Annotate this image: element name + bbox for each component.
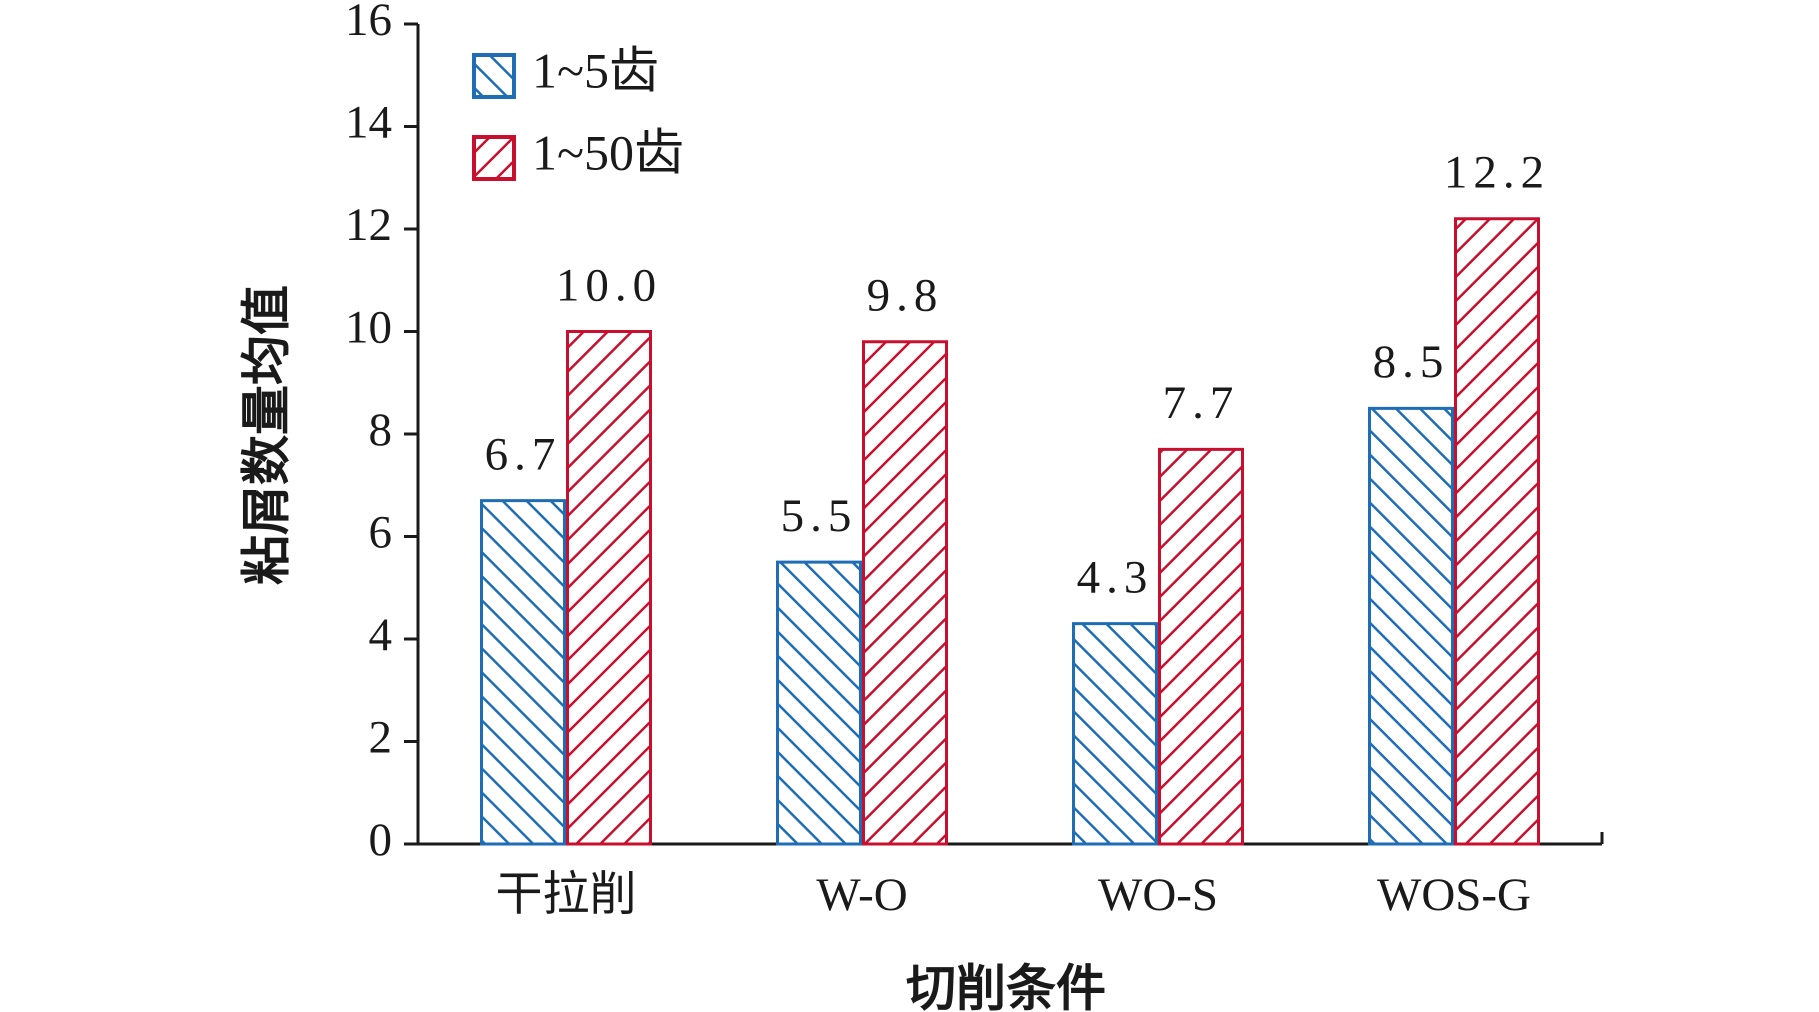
y-tick-label: 6 (369, 506, 393, 558)
bar (1072, 622, 1158, 846)
y-tick-label: 4 (369, 609, 393, 661)
legend-swatch (472, 135, 516, 181)
y-tick-label: 2 (369, 711, 393, 763)
x-tick-label: 干拉削 (496, 869, 637, 921)
x-tick-label: WO-S (1098, 869, 1218, 921)
x-axis-title: 切削条件 (906, 960, 1106, 1012)
bar (862, 340, 948, 846)
bar (1368, 406, 1454, 846)
bar (776, 560, 862, 846)
legend-label: 1~50齿 (532, 124, 684, 180)
bar (566, 330, 652, 846)
value-label: 6.7 (485, 428, 562, 480)
bar (1454, 217, 1540, 846)
value-label: 9.8 (867, 270, 944, 322)
x-tick-label: WOS-G (1377, 869, 1531, 921)
legend-swatch (472, 53, 516, 99)
y-tick-label: 0 (369, 814, 393, 866)
value-label: 8.5 (1373, 336, 1450, 388)
bar (1158, 447, 1244, 846)
value-label: 7.7 (1163, 377, 1240, 429)
legend-label: 1~5齿 (532, 42, 659, 98)
value-label: 5.5 (781, 490, 858, 542)
bar (480, 499, 566, 846)
value-label: 12.2 (1444, 147, 1550, 199)
x-tick-label: W-O (816, 869, 907, 921)
y-tick-label: 8 (369, 404, 393, 456)
y-tick-label: 10 (345, 301, 392, 353)
y-tick-label: 16 (345, 0, 392, 46)
value-label: 4.3 (1077, 551, 1154, 603)
y-axis-title: 粘屑数量均值 (238, 285, 294, 585)
y-tick-label: 14 (345, 96, 392, 148)
value-label: 10.0 (556, 259, 662, 311)
y-tick-label: 12 (345, 199, 392, 251)
